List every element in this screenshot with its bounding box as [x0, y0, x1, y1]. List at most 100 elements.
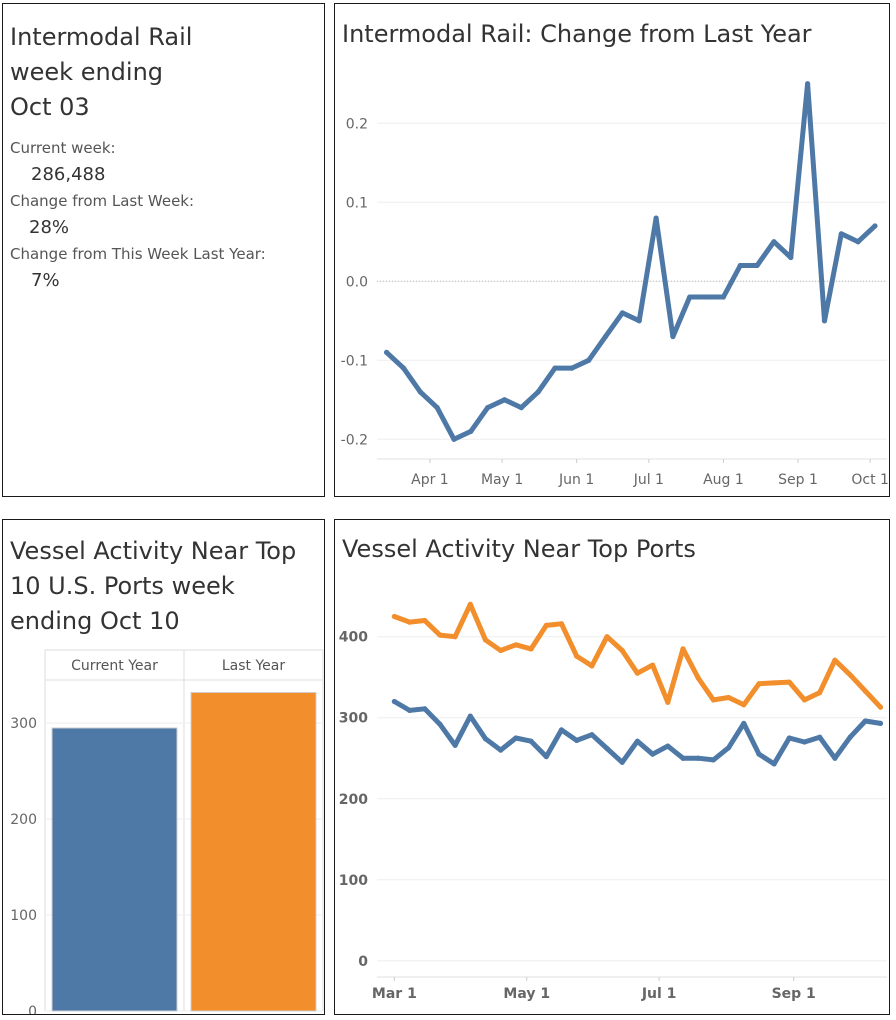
data-point [805, 81, 811, 87]
change-last-week-label: Change from Last Week: [10, 192, 195, 210]
y-tick-label: 0 [358, 954, 368, 970]
data-point [482, 736, 489, 742]
vessel-bar-panel: Vessel Activity Near Top 10 U.S. Ports w… [2, 519, 325, 1015]
intermodal-rail-chart-panel: Intermodal Rail: Change from Last Year -… [334, 3, 890, 497]
data-point [756, 751, 762, 757]
y-tick-label: 0.2 [346, 116, 368, 132]
column-header: Last Year [222, 658, 285, 674]
data-point [558, 727, 565, 733]
data-point [501, 397, 508, 403]
data-point [754, 262, 760, 269]
data-point [604, 634, 610, 640]
data-point [406, 619, 413, 625]
data-point [817, 690, 823, 696]
y-tick-label: -0.1 [341, 353, 368, 369]
data-point [771, 680, 777, 686]
y-tick-label: 300 [10, 716, 37, 732]
data-point [650, 662, 656, 668]
x-tick-label: Jun 1 [558, 472, 594, 488]
data-point [518, 405, 524, 411]
data-point [619, 647, 625, 654]
data-point [437, 632, 443, 638]
data-point [665, 743, 671, 749]
x-tick-label: May 1 [481, 472, 523, 488]
x-tick-label: Aug 1 [703, 472, 744, 488]
y-tick-label: -0.2 [341, 432, 368, 448]
data-point [574, 737, 580, 744]
data-point [498, 647, 504, 654]
data-point [821, 318, 828, 324]
data-point [737, 262, 743, 269]
data-point [619, 759, 625, 765]
data-point [665, 699, 671, 705]
data-point [602, 333, 609, 340]
data-point [391, 613, 397, 620]
y-tick-label: 400 [339, 630, 368, 646]
intermodal-rail-summary-panel: Intermodal Rail week ending Oct 03 Curre… [2, 3, 325, 497]
change-last-year-label: Change from This Week Last Year: [10, 245, 266, 263]
data-point [862, 718, 868, 724]
data-point [467, 713, 473, 719]
data-point [847, 734, 853, 740]
y-tick-label: 300 [339, 711, 368, 727]
data-point [619, 310, 625, 316]
data-point [801, 739, 808, 745]
data-point [574, 653, 580, 659]
x-tick-label: Jul 1 [641, 986, 677, 1002]
current-week-value: 286,488 [31, 164, 106, 185]
data-point [543, 622, 549, 628]
data-point [513, 735, 519, 741]
data-point [832, 657, 838, 663]
data-point [650, 751, 656, 757]
series-line-0 [384, 81, 878, 442]
vessel-line-chart: 0 100 200 300 400 Mar 1 May 1 Jul 1 Sep 1 [339, 601, 887, 1002]
data-point [741, 702, 747, 708]
data-point [634, 670, 641, 676]
bar-0 [51, 727, 178, 1012]
data-point [710, 697, 716, 703]
data-point [710, 757, 716, 763]
x-tick-label: May 1 [503, 986, 550, 1002]
data-point [467, 601, 473, 607]
data-point [451, 436, 457, 442]
change-last-year-value: 7% [31, 270, 60, 291]
data-point [786, 679, 792, 685]
rail-chart-title: Intermodal Rail: Change from Last Year [342, 20, 812, 48]
data-point [695, 675, 701, 681]
vessel-line-title: Vessel Activity Near Top Ports [342, 535, 696, 563]
data-point [703, 294, 710, 300]
data-point [417, 389, 423, 395]
data-point [528, 646, 534, 652]
data-point [872, 223, 878, 229]
y-tick-label: 0 [28, 1004, 37, 1015]
y-tick-label: 200 [339, 792, 368, 808]
column-header: Current Year [71, 658, 158, 674]
x-tick-label: Sep 1 [778, 472, 818, 488]
data-point [862, 688, 868, 694]
data-point [513, 642, 519, 648]
data-point [636, 318, 642, 324]
y-tick-label: 0.1 [346, 195, 368, 211]
data-point [482, 637, 489, 643]
data-point [877, 720, 884, 727]
summary-title: Intermodal Rail week ending Oct 03 [10, 23, 193, 121]
data-point [422, 706, 428, 712]
data-point [720, 294, 727, 300]
y-tick-label: 100 [339, 873, 368, 889]
x-tick-label: Jul 1 [633, 472, 664, 488]
data-point [485, 405, 491, 411]
data-point [569, 365, 575, 371]
data-point [771, 239, 777, 245]
data-point [528, 738, 534, 744]
data-point [680, 755, 686, 761]
data-point [838, 231, 844, 237]
data-point [847, 672, 853, 678]
data-point [543, 754, 549, 760]
y-tick-label: 200 [10, 812, 37, 828]
data-point [384, 349, 390, 355]
series-line-0 [391, 601, 883, 710]
data-point [653, 215, 659, 221]
data-point [725, 745, 732, 751]
data-point [498, 747, 504, 753]
data-point [589, 732, 595, 738]
